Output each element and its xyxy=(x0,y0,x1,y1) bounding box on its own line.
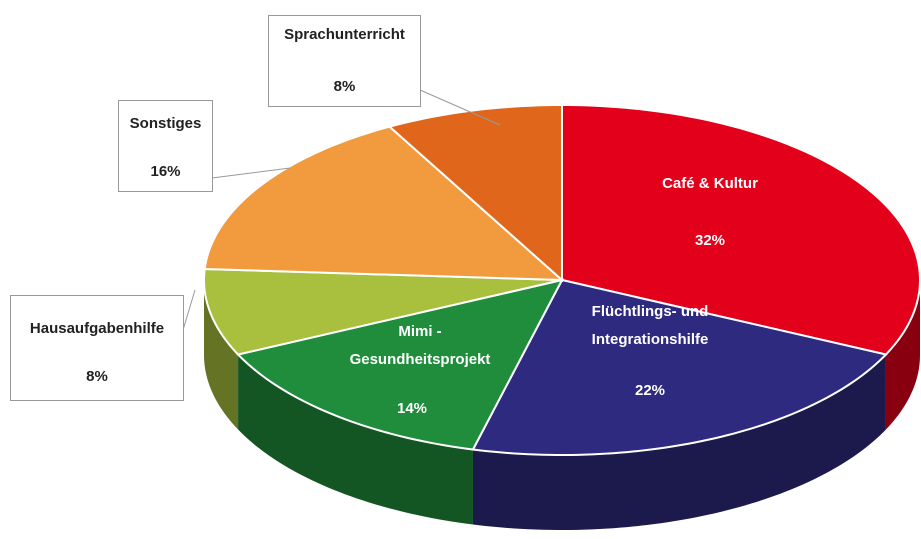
slice-label: Café & Kultur xyxy=(662,175,758,192)
slice xyxy=(471,278,888,456)
slice-side xyxy=(204,280,239,430)
slice-label: Flüchtlings- und Integrationshilfe xyxy=(591,303,709,348)
callout-box: Sonstiges 16% xyxy=(118,100,213,192)
value-label: 8% xyxy=(333,78,356,95)
slice-label: Mimi - Gesundheitsprojekt xyxy=(349,323,491,368)
slice-label: Hausaufgabenhilfe xyxy=(29,320,165,337)
slice xyxy=(387,103,563,283)
value-label: 14% xyxy=(396,400,428,417)
value-label: 8% xyxy=(86,368,108,385)
slice-side xyxy=(885,280,920,430)
value-label: 32% xyxy=(694,232,726,249)
callout-box: Hausaufgabenhilfe 8% xyxy=(10,295,184,401)
leader-line xyxy=(211,167,291,179)
leader-line xyxy=(419,89,501,126)
leader-line xyxy=(182,289,196,331)
slice-side xyxy=(472,354,886,530)
slice xyxy=(203,125,565,282)
slice-side xyxy=(238,354,473,525)
value-label: 22% xyxy=(634,382,666,399)
slice xyxy=(236,278,564,451)
slice xyxy=(561,103,921,356)
slice xyxy=(203,267,563,356)
callout-box: Sprachunterricht 8% xyxy=(268,15,421,107)
slice-label: Sonstiges xyxy=(129,115,202,132)
value-label: 16% xyxy=(150,163,181,180)
slice-label: Sprachunterricht xyxy=(284,26,405,43)
